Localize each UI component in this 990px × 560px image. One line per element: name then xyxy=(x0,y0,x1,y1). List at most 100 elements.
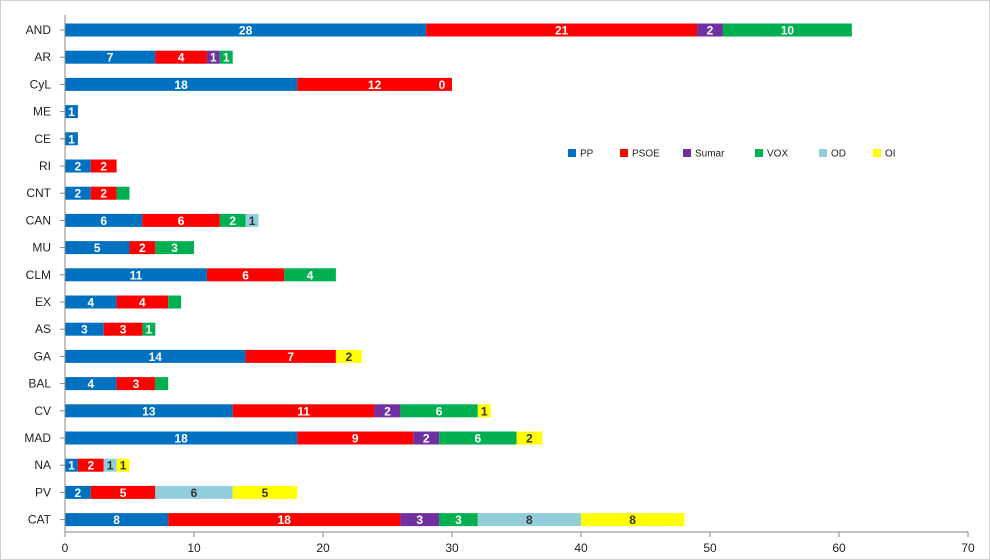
bar-segment-psoe xyxy=(116,377,156,391)
data-label: 6 xyxy=(191,486,198,500)
data-label: 2 xyxy=(75,486,82,500)
category-label: PV xyxy=(35,485,51,499)
data-label: 2 xyxy=(87,459,94,473)
category-label: AND xyxy=(26,23,52,37)
bar-segment-pp xyxy=(65,404,233,418)
bar-segment-oi xyxy=(516,431,543,445)
data-label: 18 xyxy=(278,513,292,527)
data-label: 5 xyxy=(262,486,269,500)
data-label: 3 xyxy=(120,323,127,337)
bar-segment-psoe xyxy=(297,431,414,445)
category-label: BAL xyxy=(28,377,51,391)
data-label: 2 xyxy=(100,160,107,174)
bar-segment-vox xyxy=(439,513,478,527)
bar-segment-vox xyxy=(155,241,194,255)
legend-label: VOX xyxy=(767,149,788,160)
data-label: 21 xyxy=(555,24,569,38)
data-label: 11 xyxy=(130,268,143,282)
bars xyxy=(65,23,852,527)
legend-label: PP xyxy=(580,149,594,160)
data-label: 28 xyxy=(239,24,253,38)
data-label: 1 xyxy=(68,132,75,146)
data-label: 1 xyxy=(107,459,114,473)
data-label: 4 xyxy=(307,268,314,282)
data-label: 3 xyxy=(133,377,140,391)
bar-segment-psoe xyxy=(206,268,285,282)
category-label: NA xyxy=(34,458,51,472)
data-label: 18 xyxy=(174,78,188,92)
bar-segment-pp xyxy=(65,23,427,37)
data-label: 6 xyxy=(178,214,185,228)
legend: PP PSOE Sumar VOX OD OI xyxy=(568,149,896,160)
bar-segment-psoe xyxy=(90,485,156,499)
bar-segment-psoe xyxy=(168,513,401,527)
data-label: 2 xyxy=(526,432,533,446)
bar-segment-vox xyxy=(168,295,182,309)
x-tick-label: 60 xyxy=(832,541,846,555)
bar-segment-pp xyxy=(65,377,117,391)
bar-segment-psoe xyxy=(245,349,336,363)
data-label: 3 xyxy=(416,513,423,527)
bar-segment-pp xyxy=(65,50,156,64)
data-label: 2 xyxy=(345,350,352,364)
x-tick-label: 70 xyxy=(961,541,975,555)
bar-segment-pp xyxy=(65,186,91,200)
bar-segment-psoe xyxy=(103,322,143,336)
data-label: 1 xyxy=(68,105,75,119)
category-label: EX xyxy=(35,295,51,309)
bar-segment-sumar xyxy=(206,50,220,64)
data-label: 2 xyxy=(229,214,236,228)
bar-segment-pp xyxy=(65,485,91,499)
bar-segment-pp xyxy=(65,349,246,363)
category-label: CE xyxy=(34,132,51,146)
bar-segment-pp xyxy=(65,295,117,309)
data-label: 9 xyxy=(352,432,359,446)
data-label: 7 xyxy=(107,51,114,65)
bar-segment-psoe xyxy=(142,213,220,227)
bar-segment-vox xyxy=(284,268,336,282)
data-label: 2 xyxy=(707,24,714,38)
bar-segment-pp xyxy=(65,268,207,282)
bar-segment-vox xyxy=(142,322,156,336)
data-label: 1 xyxy=(120,459,127,473)
bar-segment-vox xyxy=(722,23,852,37)
bar-segment-od xyxy=(155,485,233,499)
bar-segment-oi xyxy=(477,404,491,418)
bar-segment-od xyxy=(103,458,117,472)
bar-segment-sumar xyxy=(400,513,440,527)
data-label: 8 xyxy=(113,513,120,527)
bar-segment-psoe xyxy=(155,50,207,64)
category-label: GA xyxy=(34,349,51,363)
bar-segment-pp xyxy=(65,322,104,336)
bar-segment-pp xyxy=(65,105,78,119)
bar-segment-oi xyxy=(116,458,130,472)
data-label: 2 xyxy=(75,160,82,174)
category-label: CAT xyxy=(28,513,52,527)
category-label: CyL xyxy=(30,77,52,91)
data-label: 5 xyxy=(120,486,127,500)
bar-segment-sumar xyxy=(697,23,723,37)
legend-label: Sumar xyxy=(695,149,725,160)
legend-swatch-psoe xyxy=(620,149,628,157)
bar-segment-psoe xyxy=(297,77,452,91)
data-label: 1 xyxy=(223,51,230,65)
data-label: 2 xyxy=(100,187,107,201)
bar-segment-sumar xyxy=(413,431,440,445)
data-label: 12 xyxy=(368,78,382,92)
bar-segment-psoe xyxy=(77,458,104,472)
category-label: CAN xyxy=(26,213,51,227)
data-label: 6 xyxy=(100,214,107,228)
legend-swatch-oi xyxy=(873,149,881,157)
data-label: 3 xyxy=(171,241,178,255)
bar-segment-oi xyxy=(232,485,298,499)
data-label: 13 xyxy=(142,404,156,418)
bar-segment-vox xyxy=(155,377,169,391)
x-tick-label: 50 xyxy=(703,541,717,555)
category-label: MU xyxy=(32,241,51,255)
bar-segment-psoe xyxy=(90,186,117,200)
bar-segment-pp xyxy=(65,77,298,91)
bar-segment-oi xyxy=(581,513,685,527)
data-label: 4 xyxy=(139,296,146,310)
